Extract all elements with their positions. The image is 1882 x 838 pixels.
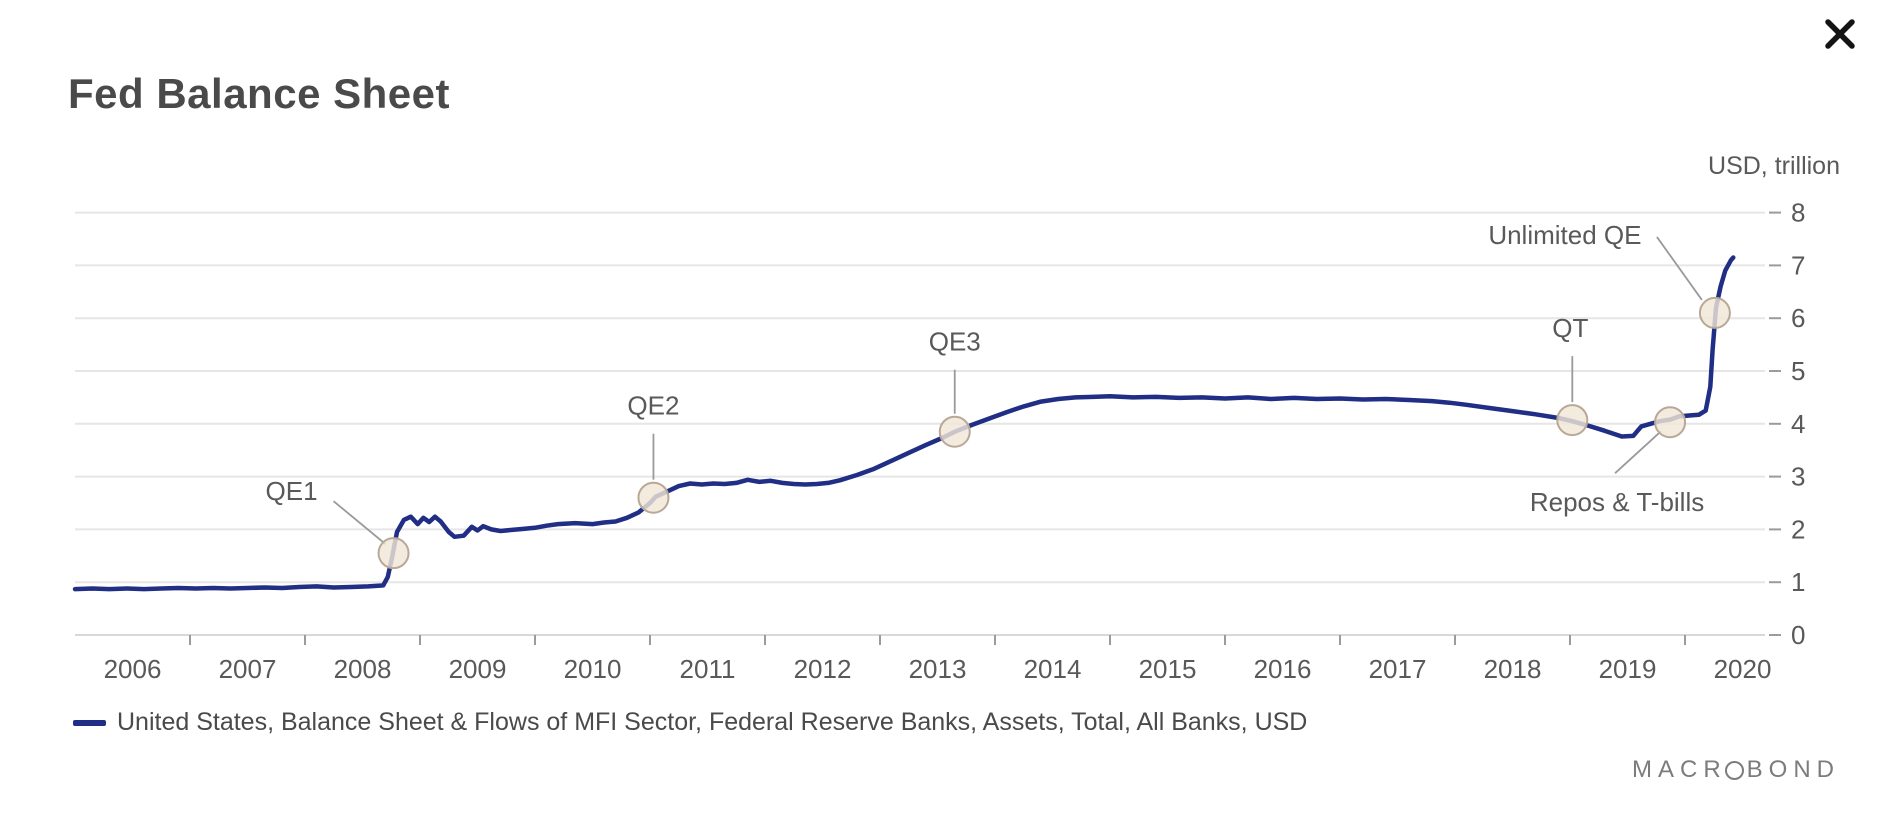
annotation-marker (938, 415, 971, 448)
y-tick-label: 1 (1791, 567, 1805, 597)
y-tick-label: 0 (1791, 620, 1805, 650)
x-tick-label: 2006 (104, 654, 162, 684)
x-tick-label: 2019 (1599, 654, 1657, 684)
x-tick-label: 2018 (1484, 654, 1542, 684)
close-button[interactable] (1814, 8, 1866, 60)
legend: United States, Balance Sheet & Flows of … (73, 708, 1307, 737)
logo-text-left: MACR (1631, 756, 1727, 783)
annotation-leader-line (332, 500, 387, 545)
annotation-marker (377, 537, 410, 570)
annotation-marker (1698, 296, 1731, 329)
annotation-marker (637, 481, 670, 514)
x-tick-label: 2013 (909, 654, 967, 684)
page-title: Fed Balance Sheet (68, 70, 450, 117)
annotation-label: QT (1552, 313, 1588, 343)
logo-text-right: BOND (1746, 756, 1840, 783)
annotation-label: Repos & T-bills (1530, 487, 1704, 517)
y-tick-label: 3 (1791, 462, 1805, 492)
annotation-label: Unlimited QE (1488, 220, 1641, 250)
x-tick-label: 2017 (1369, 654, 1427, 684)
x-tick-label: 2015 (1139, 654, 1197, 684)
legend-line-swatch (73, 719, 106, 726)
y-tick-label: 6 (1791, 303, 1805, 333)
close-icon (1825, 19, 1855, 49)
y-tick-label: 2 (1791, 514, 1805, 544)
x-tick-label: 2016 (1254, 654, 1312, 684)
x-tick-label: 2009 (449, 654, 507, 684)
annotation-leader-line (1656, 236, 1703, 301)
logo-circle-icon (1724, 760, 1744, 780)
annotation-label: QE3 (929, 327, 981, 357)
annotation-label: QE2 (627, 391, 679, 421)
annotation-leader-line (1614, 430, 1662, 474)
y-tick-label: 7 (1791, 250, 1805, 280)
x-tick-label: 2008 (334, 654, 392, 684)
x-tick-label: 2020 (1714, 654, 1772, 684)
x-tick-label: 2014 (1024, 654, 1082, 684)
x-tick-label: 2011 (680, 654, 736, 684)
y-tick-label: 4 (1791, 409, 1805, 439)
annotation-marker (1654, 406, 1687, 439)
x-tick-label: 2012 (794, 654, 852, 684)
y-axis-unit-label: USD, trillion (1708, 152, 1840, 180)
x-tick-label: 2010 (564, 654, 622, 684)
annotation-label: QE1 (266, 476, 318, 506)
annotation-marker (1556, 404, 1589, 437)
legend-series-label: United States, Balance Sheet & Flows of … (117, 708, 1308, 736)
y-tick-label: 5 (1791, 356, 1805, 386)
x-tick-label: 2007 (219, 654, 277, 684)
y-tick-label: 8 (1791, 198, 1805, 228)
macrobond-logo: MACR BOND (1540, 756, 1840, 784)
